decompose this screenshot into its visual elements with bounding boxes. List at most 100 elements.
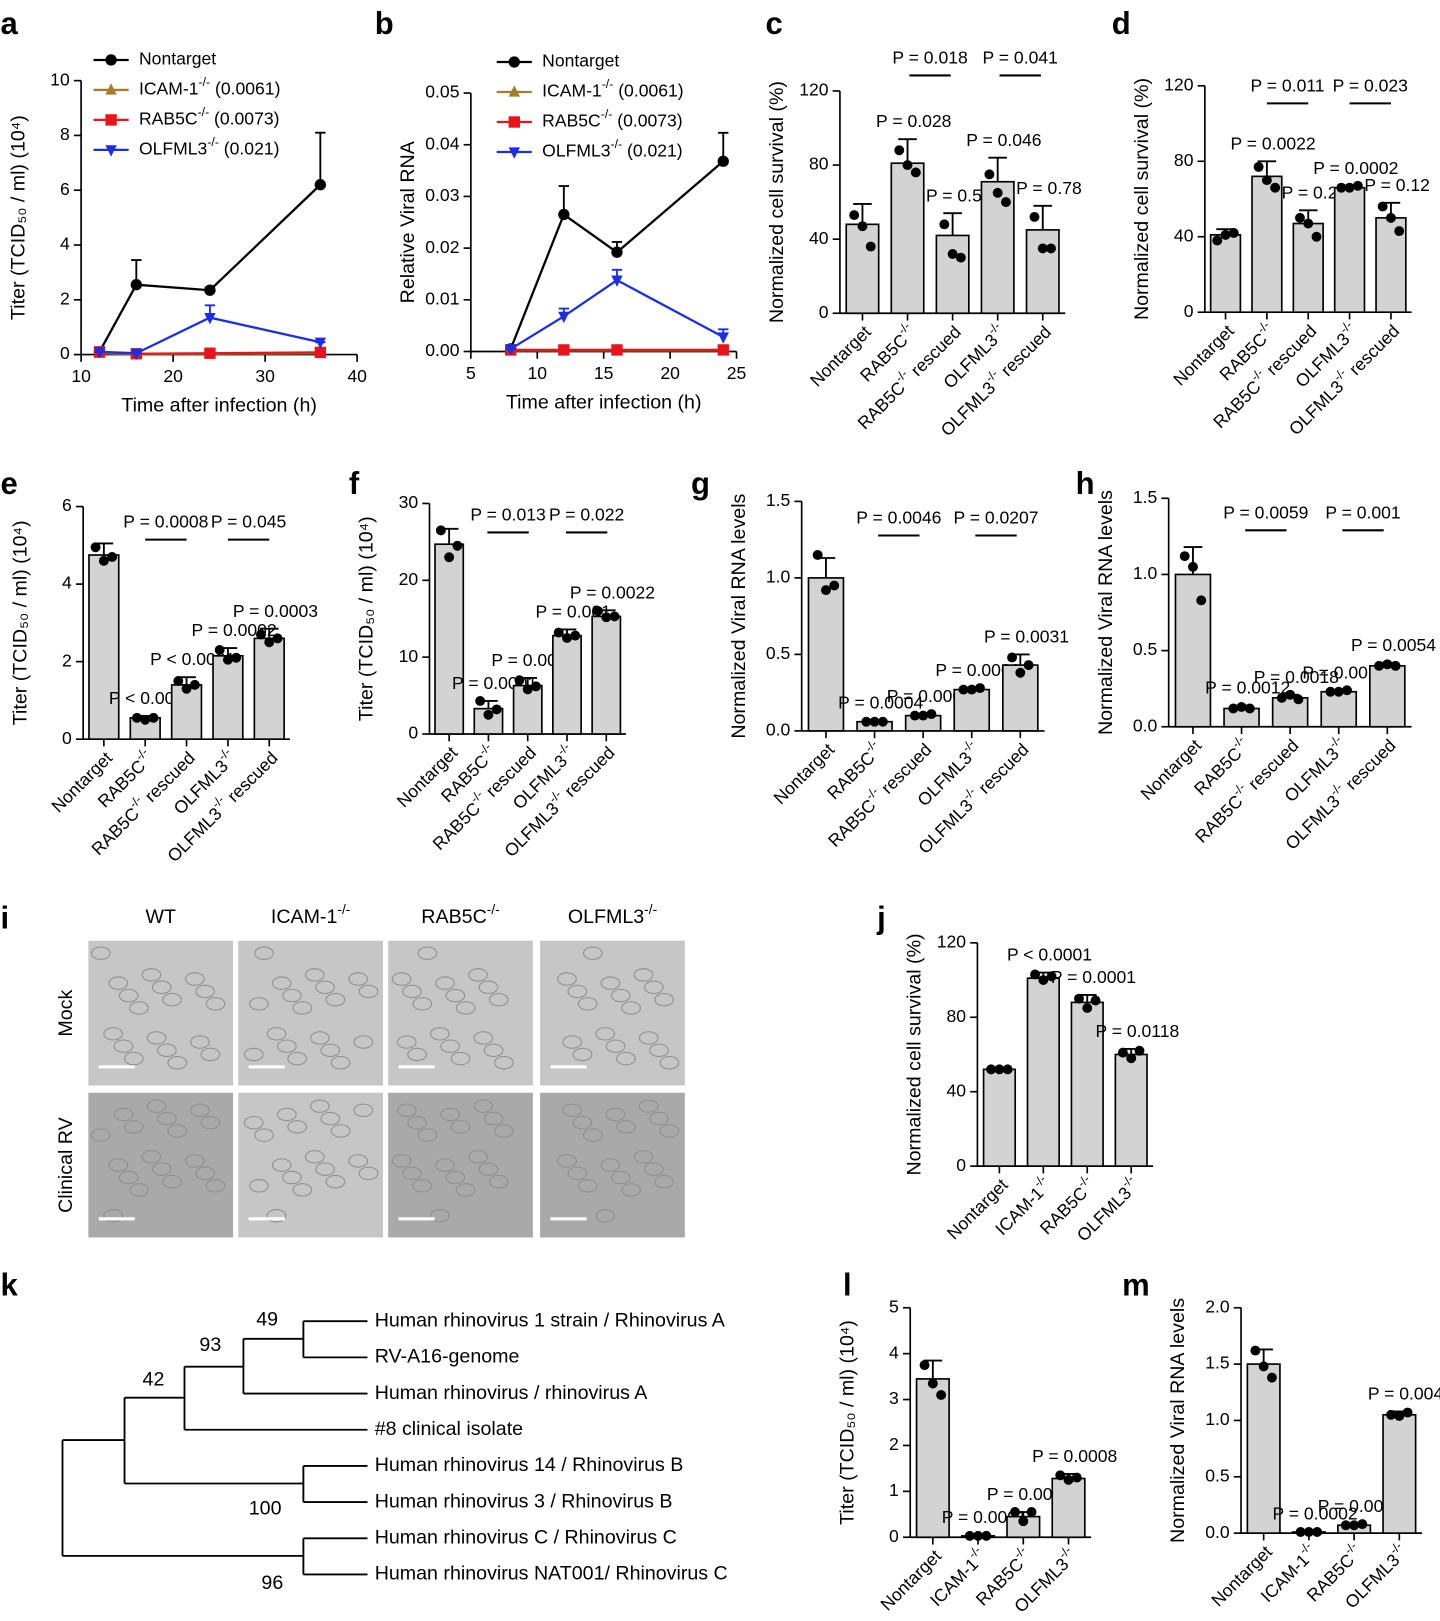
x-tick-label: 20 <box>163 366 183 386</box>
data-point <box>1046 971 1057 982</box>
data-point <box>107 551 118 562</box>
y-tick-label: 1.0 <box>766 567 791 587</box>
y-tick-label: 2 <box>62 650 72 670</box>
x-axis-title: Time after infection (h) <box>506 391 702 413</box>
bar <box>1251 175 1283 314</box>
marker <box>314 346 327 359</box>
cell <box>151 1162 172 1176</box>
cell <box>195 1166 215 1181</box>
y-axis-title: Relative Viral RNA <box>397 140 419 303</box>
y-tick-label: 80 <box>809 154 829 174</box>
leaf-label: #8 clinical isolate <box>375 1418 523 1440</box>
cell <box>266 1027 287 1041</box>
data-point <box>1303 218 1314 229</box>
data-point <box>1285 689 1296 700</box>
cell <box>200 1115 221 1130</box>
bar <box>915 1378 950 1539</box>
p-value: P = 0.0001 <box>942 1507 1027 1527</box>
data-point <box>909 710 920 721</box>
data-point <box>973 1530 984 1541</box>
cell <box>616 1120 636 1134</box>
y-tick-label: 40 <box>946 1080 966 1100</box>
data-point <box>910 167 921 178</box>
error-bar <box>1033 204 1053 230</box>
legend-marker <box>105 83 117 95</box>
cell <box>478 1162 499 1176</box>
leaf-label: Human rhinovirus C / Rhinovirus C <box>375 1526 677 1548</box>
data-point <box>98 555 109 566</box>
bar <box>1209 234 1242 314</box>
marker <box>314 179 327 191</box>
y-tick-label: 1.5 <box>1205 1353 1230 1373</box>
error-bar <box>259 627 279 639</box>
cell <box>103 1209 123 1223</box>
cell <box>391 1154 412 1168</box>
cell <box>450 1120 471 1134</box>
x-axis-title: Time after infection (h) <box>121 394 317 416</box>
data-point <box>189 679 200 690</box>
comparison-p-value: P = 0.018 <box>892 48 967 68</box>
comparison-p-value: P = 0.0207 <box>953 508 1038 528</box>
y-tick-label: 40 <box>1174 225 1194 245</box>
cell <box>396 1035 417 1049</box>
legend-marker <box>508 147 520 159</box>
cell <box>124 1051 144 1066</box>
marker <box>204 312 216 325</box>
data-point <box>877 716 888 727</box>
cell <box>141 968 162 982</box>
cell <box>644 980 664 994</box>
data-point <box>1333 686 1344 697</box>
x-tick-label: Nontarget <box>1137 735 1206 804</box>
cell <box>417 1128 438 1142</box>
row-label: Mock <box>55 989 77 1036</box>
cell <box>90 1128 111 1142</box>
data-point <box>531 681 541 692</box>
column-label: OLFML3-/- <box>568 902 657 928</box>
bootstrap-value: 100 <box>249 1498 282 1520</box>
data-point <box>1386 1409 1397 1420</box>
cell <box>320 1043 341 1058</box>
micrograph <box>238 940 383 1086</box>
data-point <box>181 683 192 694</box>
marker <box>204 284 216 296</box>
data-point <box>1010 1507 1020 1517</box>
data-point <box>1196 595 1207 606</box>
data-point <box>1220 229 1231 240</box>
cell <box>157 1043 177 1058</box>
data-point <box>256 629 266 640</box>
p-value: P = 0.12 <box>1364 175 1430 195</box>
p-value: P = 0.004 <box>1368 1384 1440 1404</box>
cell <box>304 1150 325 1164</box>
panel-label: a <box>0 6 18 41</box>
cell <box>600 976 621 990</box>
y-tick-label: 0.01 <box>425 288 459 308</box>
data-point <box>1377 201 1388 212</box>
marker <box>130 279 143 291</box>
y-tick-label: 20 <box>399 569 419 589</box>
panel-label: i <box>0 900 9 935</box>
cell <box>468 1150 488 1164</box>
bar <box>935 234 970 315</box>
comparison-p-value: P = 0.0059 <box>1223 502 1308 522</box>
cell <box>445 1170 466 1185</box>
error-bar <box>923 1359 943 1379</box>
cell <box>638 1099 659 1113</box>
data-point <box>1007 652 1018 663</box>
data-point <box>435 525 446 536</box>
y-axis-title: Titer (TCID₅₀ / ml) (10⁴) <box>9 520 31 725</box>
cell <box>483 1111 504 1126</box>
cell <box>621 1001 641 1015</box>
data-point <box>964 1530 975 1541</box>
micrograph <box>88 940 234 1086</box>
data-point <box>148 712 159 723</box>
cell <box>577 997 598 1011</box>
y-tick-label: 2 <box>889 1434 899 1454</box>
marker <box>558 344 570 356</box>
cell <box>644 1162 664 1176</box>
marker <box>717 344 729 356</box>
data-point <box>812 549 823 560</box>
x-tick-label: 10 <box>528 363 548 383</box>
p-value: P = 0.0018 <box>1254 667 1339 687</box>
y-tick-label: 6 <box>62 495 72 515</box>
cell <box>473 1031 494 1045</box>
